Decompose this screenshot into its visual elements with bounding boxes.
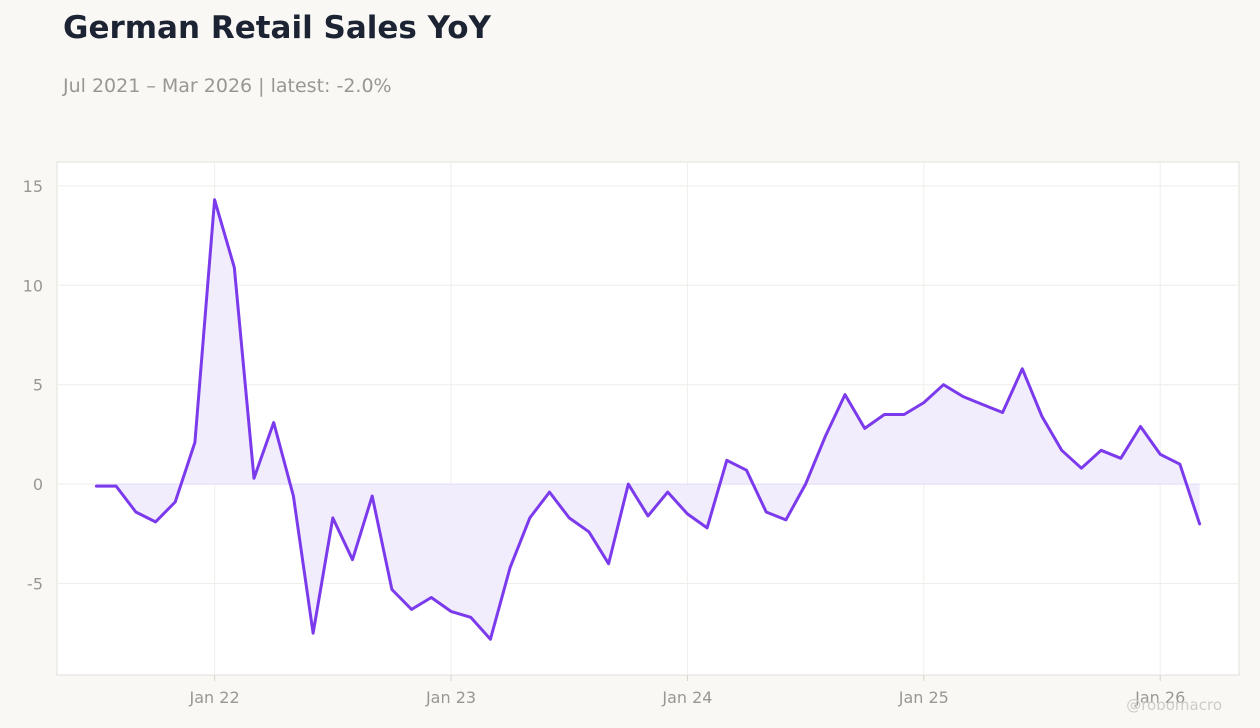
chart-subtitle: Jul 2021 – Mar 2026 | latest: -2.0% [63,75,392,97]
series-points [96,199,1200,640]
x-tick-label: Jan 25 [898,688,949,707]
chart-title: German Retail Sales YoY [63,10,492,46]
y-tick-label: 5 [33,376,43,395]
x-tick-label: Jan 26 [1134,688,1185,707]
x-tick-label: Jan 22 [189,688,240,707]
y-tick-label: -5 [27,575,43,594]
y-tick-label: 15 [23,177,43,196]
x-axis-ticks: Jan 22 Jan 23 Jan 24 Jan 25 Jan 26 [189,688,1186,707]
y-tick-label: 10 [23,276,43,295]
area-fill [96,199,1200,640]
x-tick-label: Jan 23 [425,688,476,707]
y-tick-label: 0 [33,475,43,494]
x-tick-label: Jan 24 [661,688,712,707]
y-axis-ticks: -5 0 5 10 15 [23,177,43,594]
watermark: @robomacro [1126,696,1222,714]
